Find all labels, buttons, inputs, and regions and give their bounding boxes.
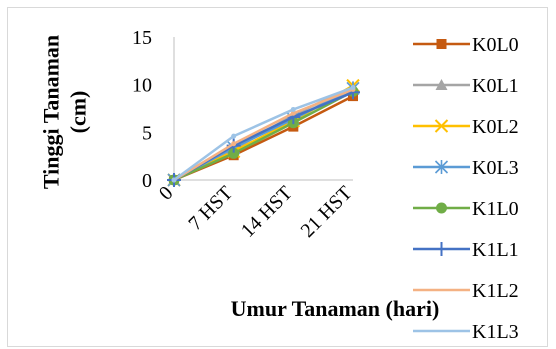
legend-item-k1l3: K1L3: [413, 321, 519, 343]
legend-label: K0L3: [472, 157, 519, 179]
y-axis-title: Tinggi Tanaman (cm): [39, 35, 91, 189]
data-point: [290, 106, 296, 112]
legend-label: K1L2: [472, 280, 519, 302]
y-tick-label: 15: [132, 27, 152, 49]
legend-item-k0l3: K0L3: [413, 157, 519, 179]
legend-marker: [435, 79, 448, 90]
legend-item-k0l0: K0L0: [413, 34, 519, 56]
legend-label: K1L1: [472, 239, 519, 261]
x-axis-title: Umur Tanaman (hari): [231, 296, 440, 321]
legend-item-k1l1: K1L1: [413, 239, 519, 261]
series-line: [173, 90, 354, 182]
y-axis-title-line: (cm): [66, 91, 91, 134]
y-axis-title-line: Tinggi Tanaman: [39, 35, 64, 189]
legend-label: K0L0: [472, 34, 519, 56]
data-point: [228, 147, 240, 159]
x-tick-label: 21 HST: [297, 182, 357, 242]
legend-label: K0L2: [472, 116, 519, 138]
legend-label: K1L3: [472, 321, 519, 343]
legend-item-k0l2: K0L2: [413, 116, 519, 138]
x-tick-label: 14 HST: [237, 182, 297, 242]
series-line: [173, 88, 354, 182]
legend: K0L0 K0L1 K0L2 K0L3 K1L0 K1L1 K1L2 K1L3: [413, 34, 519, 343]
legend-marker: [436, 202, 447, 214]
data-point: [231, 141, 237, 147]
data-point: [290, 110, 296, 116]
axes: [173, 37, 353, 181]
y-axis-ticks: 0 5 10 15: [132, 27, 152, 192]
legend-label: K1L0: [472, 198, 519, 220]
series-k1l3: [171, 85, 356, 183]
data-point: [231, 133, 237, 139]
legend-item-k1l2: K1L2: [413, 280, 519, 302]
x-tick-label: 7 HST: [184, 182, 237, 235]
legend-marker: [434, 160, 449, 174]
data-point: [171, 177, 177, 183]
legend-item-k1l0: K1L0: [413, 198, 519, 220]
y-tick-label: 5: [142, 122, 152, 144]
legend-label: K0L1: [472, 75, 519, 97]
y-tick-label: 10: [132, 75, 152, 97]
legend-marker: [436, 39, 447, 49]
series-group: [167, 78, 360, 187]
legend-marker: [434, 242, 449, 256]
data-point: [350, 85, 356, 91]
y-tick-label: 0: [142, 170, 152, 192]
series-line: [173, 86, 354, 182]
legend-item-k0l1: K0L1: [413, 75, 519, 97]
legend-marker: [434, 119, 449, 133]
